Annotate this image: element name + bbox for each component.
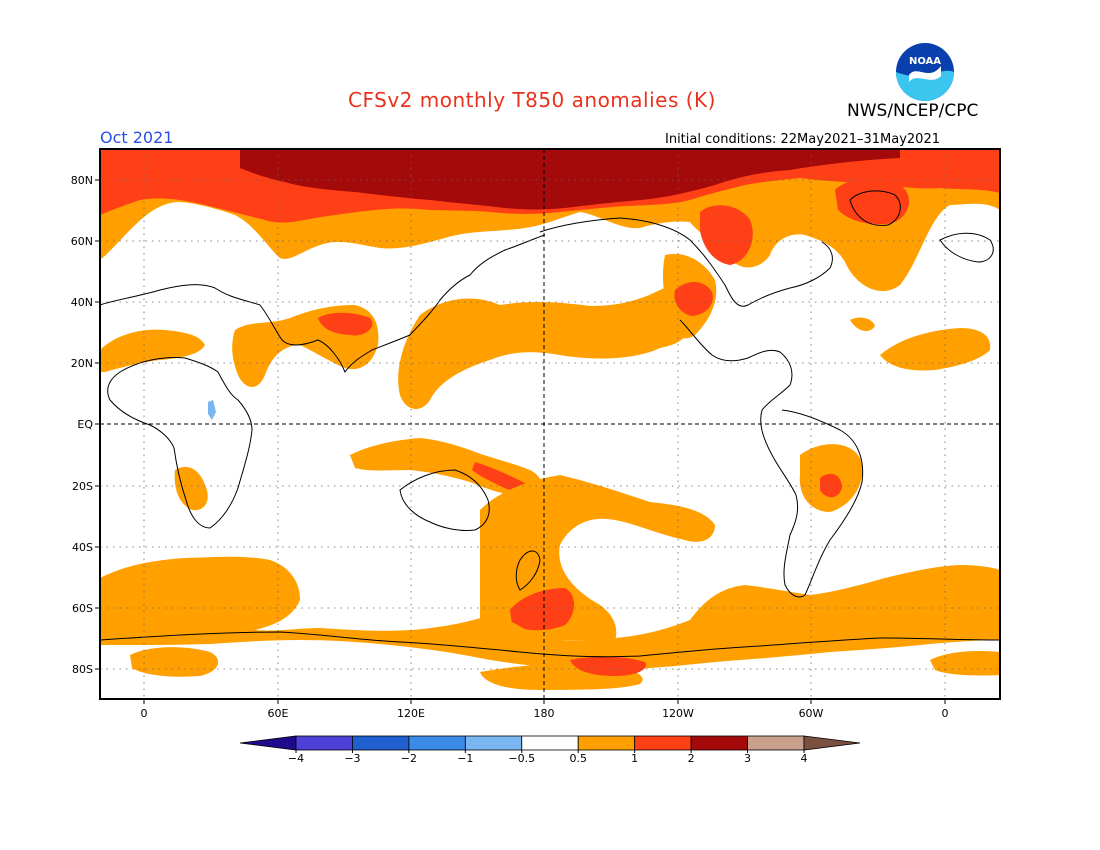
colorbar-swatch bbox=[690, 735, 748, 751]
lon-label: 0 bbox=[942, 707, 949, 720]
anomaly-fields bbox=[100, 149, 1000, 699]
lon-label: 120E bbox=[397, 707, 425, 720]
colorbar-tick-label: 0.5 bbox=[569, 752, 587, 765]
lat-label: EQ bbox=[77, 418, 93, 431]
colorbar-swatch bbox=[577, 735, 636, 751]
forecast-month: Oct 2021 bbox=[100, 128, 174, 147]
colorbar-arrow-low bbox=[239, 735, 297, 751]
colorbar-tick-label: 3 bbox=[744, 752, 751, 765]
colorbar-swatch bbox=[295, 735, 353, 751]
axis-ticks bbox=[95, 179, 946, 704]
colorbar-tick-label: 4 bbox=[801, 752, 808, 765]
colorbar-swatch bbox=[408, 735, 466, 751]
colorbar-tick-label: 1 bbox=[631, 752, 638, 765]
colorbar-arrow-high bbox=[803, 735, 861, 751]
colorbar-tick-label: −0.5 bbox=[508, 752, 535, 765]
colorbar-swatch bbox=[747, 735, 805, 751]
lon-label: 0 bbox=[141, 707, 148, 720]
lat-label: 40N bbox=[71, 296, 93, 309]
organization-label: NWS/NCEP/CPC bbox=[847, 101, 979, 121]
lat-label: 40S bbox=[72, 541, 93, 554]
colorbar-tick-label: −1 bbox=[457, 752, 473, 765]
coastlines bbox=[100, 190, 1000, 658]
lon-label: 120W bbox=[662, 707, 694, 720]
lat-label: 20S bbox=[72, 480, 93, 493]
lat-label: 60N bbox=[71, 235, 93, 248]
anomaly-region-southern-ocean bbox=[100, 556, 1000, 670]
lat-label: 20N bbox=[71, 357, 93, 370]
map-title: CFSv2 monthly T850 anomalies (K) bbox=[348, 88, 716, 112]
latitude-labels: 80N 60N 40N 20N EQ 20S 40S 60S 80S bbox=[71, 174, 94, 676]
lat-label: 80N bbox=[71, 174, 93, 187]
colorbar-swatch bbox=[464, 735, 523, 751]
lat-label: 60S bbox=[72, 602, 93, 615]
logo-text: NOAA bbox=[909, 56, 941, 67]
colorbar: −4 −3 −2 −1 −0.5 0.5 1 2 3 4 bbox=[239, 735, 861, 765]
noaa-logo-icon: NOAA bbox=[896, 43, 954, 101]
colorbar-tick-label: 2 bbox=[688, 752, 695, 765]
initial-conditions: Initial conditions: 22May2021–31May2021 bbox=[665, 132, 940, 147]
longitude-labels: 0 60E 120E 180 120W 60W 0 bbox=[141, 707, 949, 720]
colorbar-tick-label: −4 bbox=[288, 752, 304, 765]
colorbar-swatch bbox=[634, 735, 692, 751]
lon-label: 60W bbox=[799, 707, 824, 720]
colorbar-tick-label: −3 bbox=[344, 752, 360, 765]
lat-label: 80S bbox=[72, 663, 93, 676]
anomaly-region-arctic-max bbox=[240, 149, 900, 210]
colorbar-tick-label: −2 bbox=[401, 752, 417, 765]
lon-label: 60E bbox=[268, 707, 289, 720]
colorbar-swatch bbox=[521, 735, 579, 751]
lon-label: 180 bbox=[534, 707, 555, 720]
graticule bbox=[100, 149, 1000, 699]
equator-dateline bbox=[100, 149, 1000, 699]
colorbar-swatch bbox=[352, 735, 410, 751]
